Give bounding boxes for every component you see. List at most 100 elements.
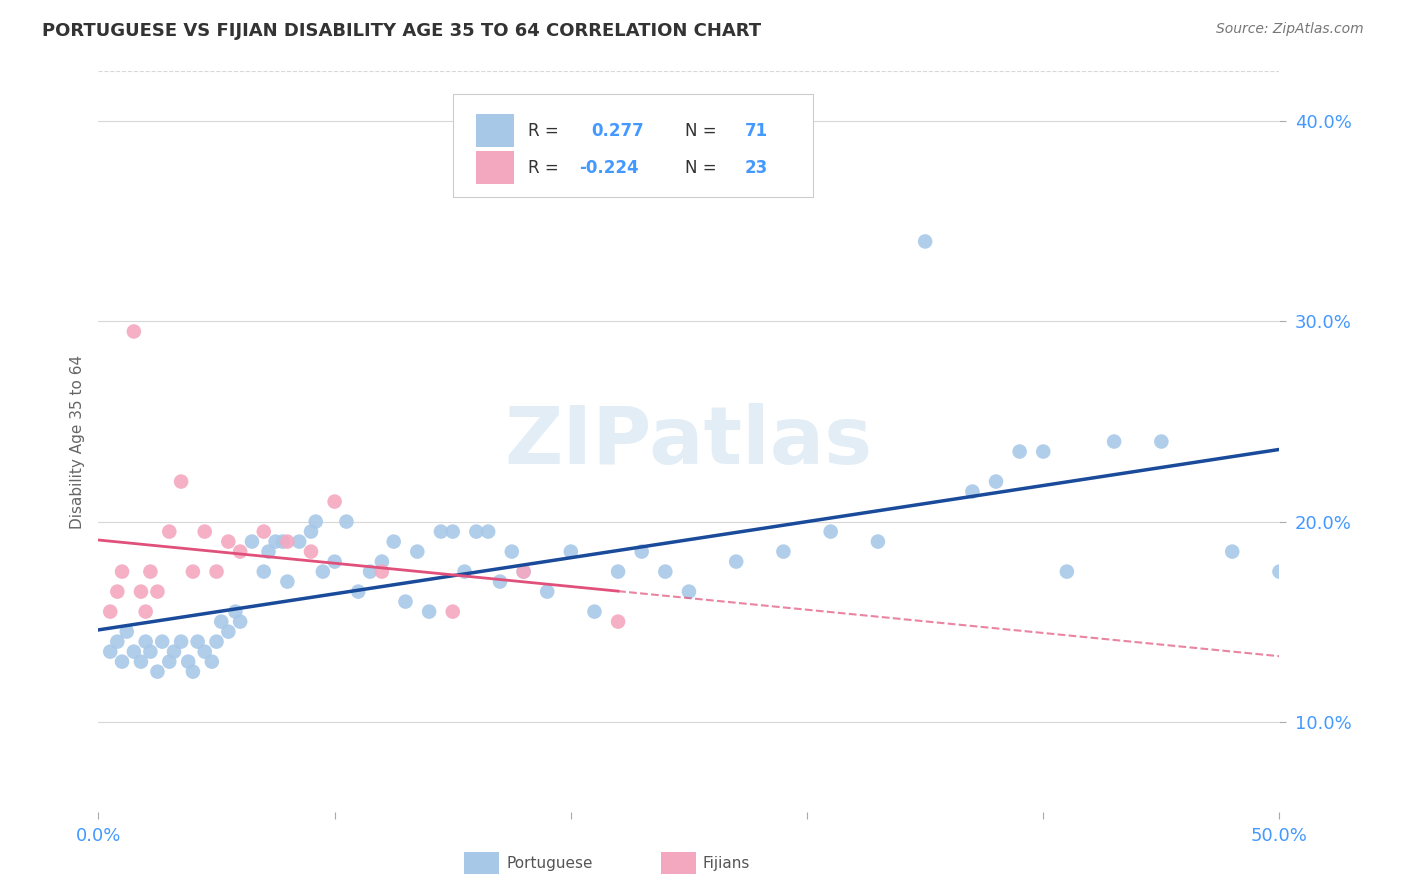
- Point: [129, 655, 152, 669]
- Text: 0.277: 0.277: [591, 121, 644, 139]
- FancyBboxPatch shape: [453, 94, 813, 197]
- Point: [441, 524, 464, 539]
- Point: [157, 655, 180, 669]
- Point: [229, 615, 252, 629]
- Point: [187, 634, 209, 648]
- Point: [122, 645, 145, 659]
- Point: [305, 515, 328, 529]
- Point: [583, 605, 606, 619]
- Point: [654, 565, 676, 579]
- FancyBboxPatch shape: [477, 151, 515, 185]
- Y-axis label: Disability Age 35 to 64: Disability Age 35 to 64: [69, 354, 84, 529]
- Point: [394, 594, 416, 608]
- Text: Portuguese: Portuguese: [506, 856, 593, 871]
- Point: [1008, 444, 1031, 458]
- Point: [181, 565, 204, 579]
- Point: [177, 655, 200, 669]
- Point: [866, 534, 889, 549]
- Point: [630, 544, 652, 558]
- Text: 23: 23: [744, 159, 768, 177]
- Point: [201, 655, 224, 669]
- Point: [512, 565, 534, 579]
- Point: [224, 605, 246, 619]
- Point: [1102, 434, 1125, 449]
- Point: [129, 584, 152, 599]
- Point: [105, 634, 128, 648]
- Point: [678, 584, 700, 599]
- Point: [1268, 565, 1291, 579]
- Point: [135, 634, 157, 648]
- Point: [194, 524, 217, 539]
- Point: [323, 555, 346, 569]
- Point: [146, 584, 169, 599]
- Point: [98, 645, 121, 659]
- Point: [139, 645, 162, 659]
- Text: Fijians: Fijians: [703, 856, 751, 871]
- Point: [725, 555, 748, 569]
- Point: [135, 605, 157, 619]
- Point: [607, 615, 630, 629]
- Point: [264, 534, 287, 549]
- Point: [371, 555, 394, 569]
- Point: [205, 565, 228, 579]
- Point: [170, 475, 193, 489]
- Point: [418, 605, 440, 619]
- Point: [98, 605, 121, 619]
- Point: [163, 645, 186, 659]
- Point: [194, 645, 217, 659]
- Point: [181, 665, 204, 679]
- Point: [217, 534, 239, 549]
- Point: [217, 624, 239, 639]
- Point: [536, 584, 558, 599]
- Point: [984, 475, 1007, 489]
- Point: [347, 584, 370, 599]
- Point: [170, 634, 193, 648]
- Point: [465, 524, 488, 539]
- Point: [820, 524, 842, 539]
- Point: [512, 565, 534, 579]
- Text: R =: R =: [529, 159, 569, 177]
- Point: [501, 544, 523, 558]
- Point: [288, 534, 311, 549]
- Point: [150, 634, 173, 648]
- Point: [122, 325, 145, 339]
- Point: [335, 515, 357, 529]
- Point: [209, 615, 232, 629]
- Point: [253, 524, 276, 539]
- Point: [371, 565, 394, 579]
- Point: [111, 565, 134, 579]
- Point: [1056, 565, 1078, 579]
- Point: [607, 565, 630, 579]
- Point: [139, 565, 162, 579]
- Point: [430, 524, 453, 539]
- Point: [489, 574, 512, 589]
- Point: [312, 565, 335, 579]
- Text: ZIPatlas: ZIPatlas: [505, 402, 873, 481]
- Point: [105, 584, 128, 599]
- Text: 71: 71: [744, 121, 768, 139]
- Point: [257, 544, 280, 558]
- Point: [146, 665, 169, 679]
- Point: [276, 534, 298, 549]
- Point: [240, 534, 263, 549]
- Point: [406, 544, 429, 558]
- Point: [253, 565, 276, 579]
- Text: -0.224: -0.224: [579, 159, 638, 177]
- Point: [359, 565, 381, 579]
- Text: N =: N =: [685, 159, 717, 177]
- Point: [229, 544, 252, 558]
- FancyBboxPatch shape: [477, 114, 515, 147]
- Point: [111, 655, 134, 669]
- Point: [299, 544, 322, 558]
- Point: [772, 544, 794, 558]
- Text: Source: ZipAtlas.com: Source: ZipAtlas.com: [1216, 22, 1364, 37]
- Point: [1220, 544, 1243, 558]
- Point: [157, 524, 180, 539]
- Text: N =: N =: [685, 121, 717, 139]
- Point: [477, 524, 499, 539]
- Point: [323, 494, 346, 508]
- Point: [382, 534, 405, 549]
- Point: [441, 605, 464, 619]
- Point: [1150, 434, 1173, 449]
- Point: [560, 544, 582, 558]
